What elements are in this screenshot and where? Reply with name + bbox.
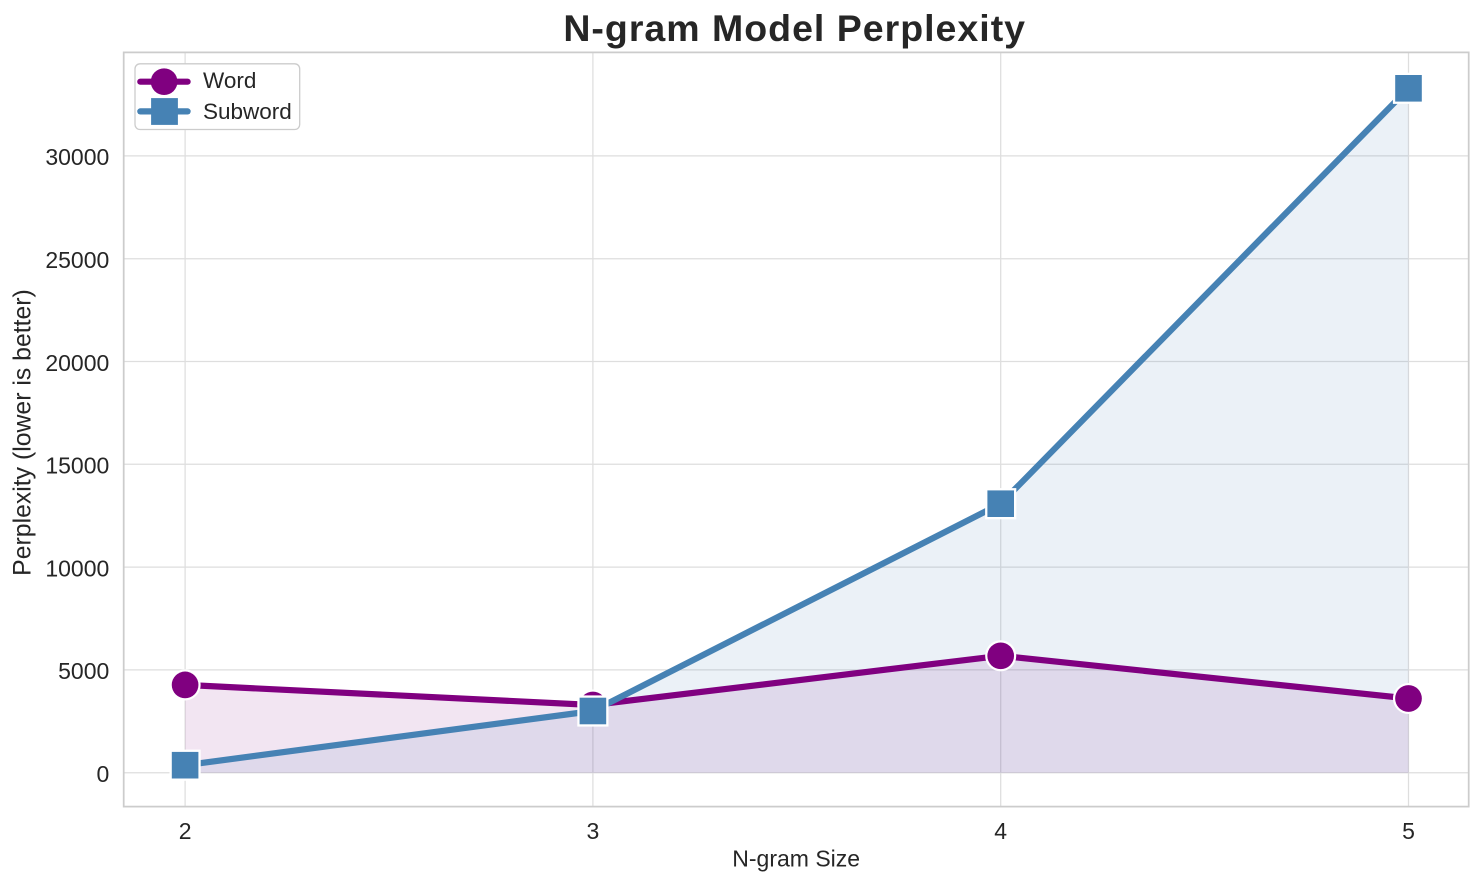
svg-text:Subword: Subword: [203, 99, 292, 124]
svg-text:N-gram Model Perplexity: N-gram Model Perplexity: [563, 7, 1026, 49]
svg-text:5000: 5000: [58, 658, 109, 684]
svg-text:15000: 15000: [45, 453, 109, 479]
svg-text:5: 5: [1402, 818, 1415, 844]
svg-text:30000: 30000: [45, 144, 109, 170]
svg-text:25000: 25000: [45, 247, 109, 273]
svg-text:N-gram Size: N-gram Size: [732, 846, 860, 872]
svg-text:4: 4: [994, 818, 1007, 844]
svg-text:Word: Word: [203, 68, 256, 93]
svg-text:20000: 20000: [45, 350, 109, 376]
svg-text:2: 2: [179, 818, 192, 844]
svg-text:Perplexity (lower is better): Perplexity (lower is better): [9, 289, 36, 576]
svg-text:3: 3: [587, 818, 600, 844]
svg-text:10000: 10000: [45, 555, 109, 581]
svg-text:0: 0: [97, 761, 110, 787]
